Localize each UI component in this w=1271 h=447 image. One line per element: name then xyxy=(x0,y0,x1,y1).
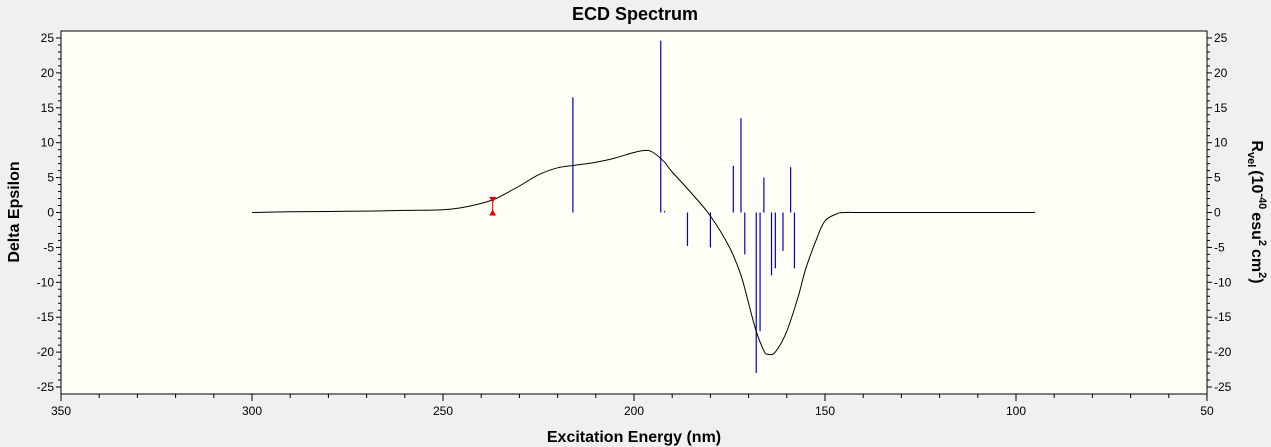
x-tick-label: 200 xyxy=(624,404,644,418)
y-right-tick-label: -10 xyxy=(1214,275,1232,289)
y-left-tick-label: 10 xyxy=(41,136,55,150)
y2-label-exp3: 2 xyxy=(1256,272,1268,278)
red-marker[interactable] xyxy=(489,196,497,216)
y2-label-exp2: 2 xyxy=(1256,240,1268,246)
y2-label-cm: cm xyxy=(1248,249,1265,272)
y-right-tick-label: 20 xyxy=(1214,66,1228,80)
x-tick-label: 50 xyxy=(1200,404,1214,418)
y-right-tick-label: 10 xyxy=(1214,136,1228,150)
marker-bottom-triangle[interactable] xyxy=(489,209,497,216)
y-left-tick-label: -5 xyxy=(43,240,54,254)
y-left-tick-label: -25 xyxy=(37,380,55,394)
x-tick-label: 250 xyxy=(433,404,453,418)
y2-label-esu: esu xyxy=(1248,212,1265,240)
y2-label-vel: vel xyxy=(1245,152,1257,167)
y-right-tick-label: 25 xyxy=(1214,31,1228,45)
y2-label-r: R xyxy=(1248,140,1265,152)
y-left-tick-label: 5 xyxy=(47,171,54,185)
y-right-tick-label: 0 xyxy=(1214,206,1221,220)
y2-label-open: (10 xyxy=(1248,170,1265,193)
y-right-tick-label: -15 xyxy=(1214,310,1232,324)
y2-label-close: ) xyxy=(1248,278,1265,283)
y-left-tick-label: 25 xyxy=(41,31,55,45)
x-axis-title: Excitation Energy (nm) xyxy=(547,429,721,446)
y-left-tick-label: 0 xyxy=(47,206,54,220)
y2-axis-title: Rvel(10-40esu2cm2) xyxy=(1245,140,1268,283)
y-right-tick-label: -25 xyxy=(1214,380,1232,394)
y-axis-title: Delta Epsilon xyxy=(6,161,23,262)
y-right-tick-label: -5 xyxy=(1214,240,1225,254)
marker-top-triangle[interactable] xyxy=(489,196,497,203)
y-left-tick-label: -15 xyxy=(37,310,55,324)
y-right-tick-label: 15 xyxy=(1214,101,1228,115)
y-right-tick-label: 5 xyxy=(1214,171,1221,185)
ecd-curve xyxy=(251,149,1036,356)
x-tick-label: 150 xyxy=(815,404,835,418)
x-tick-label: 100 xyxy=(1006,404,1026,418)
y-left-tick-label: 15 xyxy=(41,101,55,115)
y-left-tick-label: -10 xyxy=(37,275,55,289)
x-tick-label: 300 xyxy=(242,404,262,418)
x-tick-label: 350 xyxy=(51,404,71,418)
rotatory-strength-sticks xyxy=(572,40,796,374)
y2-label-exp1: -40 xyxy=(1256,193,1268,209)
y-left-tick-label: -20 xyxy=(37,345,55,359)
chart-title: ECD Spectrum xyxy=(572,4,698,24)
y-right-tick-label: -20 xyxy=(1214,345,1232,359)
y-left-tick-label: 20 xyxy=(41,66,55,80)
